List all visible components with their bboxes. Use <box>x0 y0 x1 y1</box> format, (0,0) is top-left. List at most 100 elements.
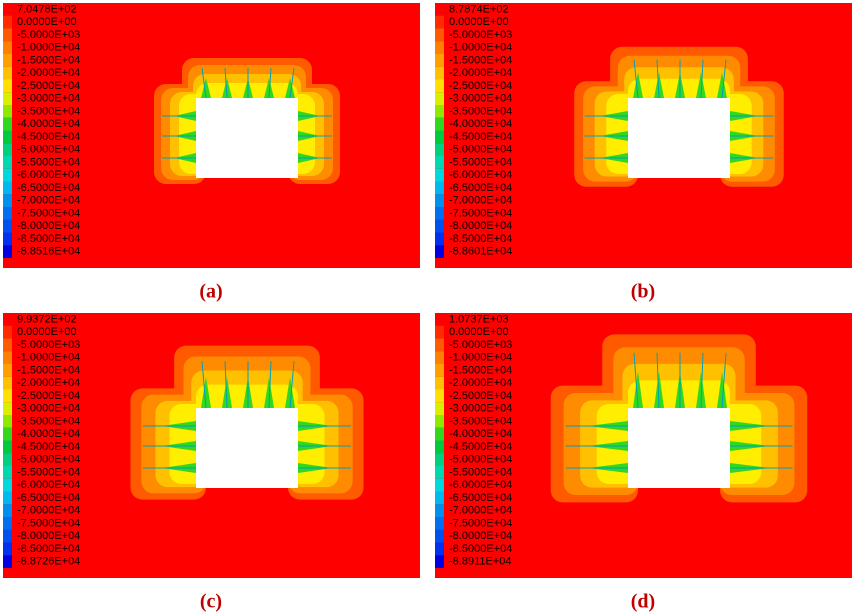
bolt <box>268 67 272 99</box>
legend-label: -5.0000E+03 <box>17 339 80 351</box>
legend-label: -7.5000E+04 <box>449 207 512 219</box>
legend-swatch <box>3 194 12 207</box>
legend-swatch <box>3 351 12 364</box>
legend-label: -8.8601E+04 <box>449 246 512 258</box>
panel: 7.0478E+020.0000E+00-5.0000E+03-1.0000E+… <box>3 3 420 303</box>
bolt <box>721 352 727 409</box>
bolt-zone <box>201 376 211 408</box>
legend-swatch <box>435 92 444 105</box>
legend-swatch <box>3 478 12 492</box>
legend-swatch <box>435 66 444 80</box>
bolt <box>721 59 727 99</box>
legend-swatch <box>435 28 444 42</box>
legend-label: -1.5000E+04 <box>17 54 80 66</box>
legend-swatch <box>435 542 444 556</box>
legend-swatch <box>435 504 444 517</box>
tunnel-opening <box>628 408 730 488</box>
legend-swatch <box>435 325 444 339</box>
legend-label: -5.0000E+04 <box>17 144 80 156</box>
legend-swatch <box>435 181 444 195</box>
legend-label: -8.5000E+04 <box>17 233 80 245</box>
bolt-zone <box>654 371 664 408</box>
legend-label: -3.5000E+04 <box>449 415 512 427</box>
legend-swatch <box>435 54 444 67</box>
legend-swatch <box>435 105 444 118</box>
legend-label: -8.5000E+04 <box>449 233 512 245</box>
legend-label: -3.0000E+04 <box>17 403 80 415</box>
bolt <box>289 361 295 409</box>
legend-label: -5.5000E+04 <box>449 156 512 168</box>
legend-label: -5.5000E+04 <box>449 466 512 478</box>
legend-swatch <box>3 555 12 568</box>
bolt-zone <box>633 72 643 98</box>
legend-label: -6.5000E+04 <box>449 492 512 504</box>
legend-swatch <box>3 415 12 428</box>
legend-swatch <box>435 389 444 403</box>
legend-label: -2.5000E+04 <box>17 80 80 92</box>
legend-label: -2.5000E+04 <box>449 390 512 402</box>
legend-swatch <box>435 466 444 479</box>
panel-caption: (c) <box>200 591 222 613</box>
legend-swatch <box>3 389 12 403</box>
legend-label: 7.0478E+02 <box>17 3 77 15</box>
legend-label: -6.5000E+04 <box>449 182 512 194</box>
legend-label: 8.7874E+02 <box>449 3 509 15</box>
bolt-zone <box>222 376 232 408</box>
legend-label: -3.0000E+04 <box>449 403 512 415</box>
legend-swatch <box>3 28 12 42</box>
panel-caption: (b) <box>631 281 655 303</box>
legend-swatch <box>435 41 444 54</box>
bolt <box>224 67 228 99</box>
legend-label: -2.5000E+04 <box>449 80 512 92</box>
legend-label: -8.8516E+04 <box>17 246 80 258</box>
legend-label: -8.0000E+04 <box>449 530 512 542</box>
legend-label: 0.0000E+00 <box>449 326 509 338</box>
legend-swatch <box>435 491 444 505</box>
legend-swatch <box>435 478 444 492</box>
legend-label: -2.0000E+04 <box>17 377 80 389</box>
legend-swatch <box>3 427 12 441</box>
legend-swatch <box>435 245 444 258</box>
legend-swatch <box>3 325 12 339</box>
legend-label: -1.5000E+04 <box>449 364 512 376</box>
legend-swatch <box>3 79 12 93</box>
bolt <box>268 361 272 409</box>
legend-label: -5.0000E+04 <box>449 144 512 156</box>
legend-swatch <box>3 402 12 415</box>
legend-label: -3.5000E+04 <box>17 105 80 117</box>
legend-swatch <box>435 427 444 441</box>
bolt <box>656 352 660 409</box>
legend-swatch <box>3 529 12 543</box>
legend-swatch <box>3 181 12 195</box>
legend-label: 1.0737E+03 <box>449 313 509 325</box>
legend-swatch <box>3 41 12 54</box>
legend-label: -6.0000E+04 <box>17 169 80 181</box>
legend-label: -3.0000E+04 <box>449 93 512 105</box>
legend-label: -5.0000E+03 <box>449 29 512 41</box>
panel: 8.7874E+020.0000E+00-5.0000E+03-1.0000E+… <box>435 3 852 303</box>
legend-label: -2.5000E+04 <box>17 390 80 402</box>
legend-label: -8.5000E+04 <box>449 543 512 555</box>
legend-label: -1.0000E+04 <box>449 352 512 364</box>
legend-label: -4.0000E+04 <box>449 428 512 440</box>
legend-label: -7.5000E+04 <box>17 207 80 219</box>
legend-label: -4.0000E+04 <box>17 118 80 130</box>
legend-swatch <box>435 143 444 156</box>
legend-label: 0.0000E+00 <box>17 326 77 338</box>
legend-swatch <box>435 517 444 530</box>
legend-label: -5.0000E+03 <box>17 29 80 41</box>
legend-label: -8.5000E+04 <box>17 543 80 555</box>
bolt-zone <box>264 78 274 98</box>
legend-swatch <box>3 130 12 144</box>
legend-swatch <box>3 54 12 67</box>
bolt <box>633 352 639 409</box>
panel: 9.9372E+020.0000E+00-5.0000E+03-1.0000E+… <box>3 313 420 613</box>
bolt <box>700 352 704 409</box>
legend-swatch <box>3 3 12 16</box>
bolt <box>700 59 704 99</box>
legend-label: -3.5000E+04 <box>449 105 512 117</box>
legend-swatch <box>3 245 12 258</box>
bolt-zone <box>264 376 274 408</box>
